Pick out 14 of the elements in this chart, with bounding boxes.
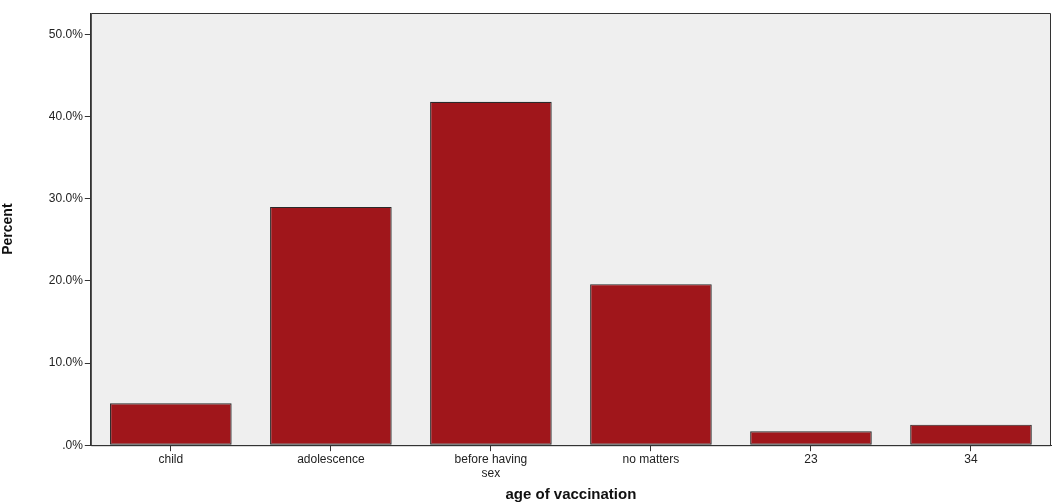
x-tick-label: 34 [964,451,978,466]
y-tick-label: 20.0% [48,273,84,288]
y-tick-label: .0% [62,437,84,452]
x-tick-label: 23 [804,451,818,466]
y-tick-label: 30.0% [48,191,84,206]
y-tick-label: 40.0% [48,108,84,123]
x-tick-label: child [158,451,184,466]
x-tick-label: no matters [622,451,680,466]
x-axis-title: age of vaccination [505,485,637,503]
y-axis-title: Percent [0,203,16,255]
y-tick-label: 10.0% [48,355,84,370]
x-tick-label: adolescence [297,451,365,466]
y-tick-label: 50.0% [48,26,84,41]
x-tick-label: before having sex [454,451,528,481]
